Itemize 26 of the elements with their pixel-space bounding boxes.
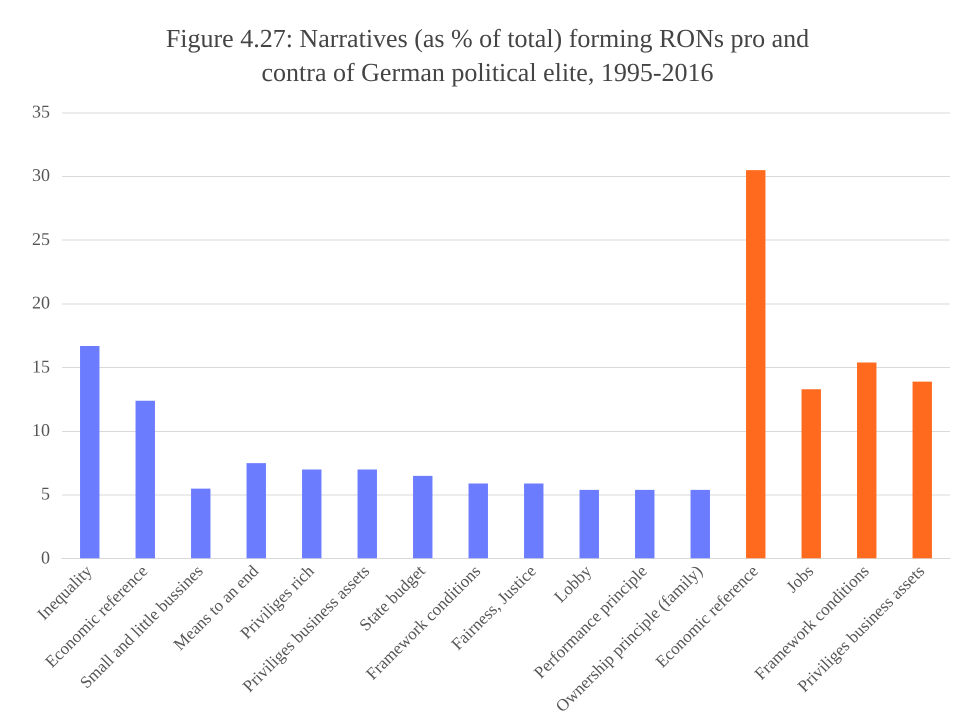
bar <box>413 476 432 558</box>
bar <box>524 484 544 558</box>
y-tick-label: 5 <box>41 484 50 504</box>
bar <box>690 490 710 558</box>
x-tick-label: Jobs <box>782 561 818 596</box>
bar <box>136 400 155 558</box>
bar <box>80 346 100 558</box>
bar <box>468 484 488 558</box>
bar <box>912 382 932 558</box>
chart-title: Figure 4.27: Narratives (as % of total) forming RONs pro and contra of German political elite, 1995-2016 <box>164 23 810 89</box>
bar <box>746 170 766 558</box>
bar <box>246 463 266 558</box>
y-tick-label: 35 <box>32 102 50 122</box>
bar <box>580 490 599 558</box>
y-tick-label: 20 <box>32 292 50 313</box>
y-tick-label: 30 <box>32 165 50 186</box>
y-tick-label: 0 <box>41 547 50 568</box>
bar <box>802 389 821 558</box>
y-tick-label: 10 <box>32 420 50 440</box>
y-tick-label: 25 <box>32 228 50 249</box>
bar <box>635 490 654 558</box>
bar <box>302 470 322 558</box>
bar <box>358 470 377 558</box>
bar <box>191 488 210 558</box>
y-tick-label: 15 <box>32 356 50 376</box>
bar <box>857 362 876 558</box>
